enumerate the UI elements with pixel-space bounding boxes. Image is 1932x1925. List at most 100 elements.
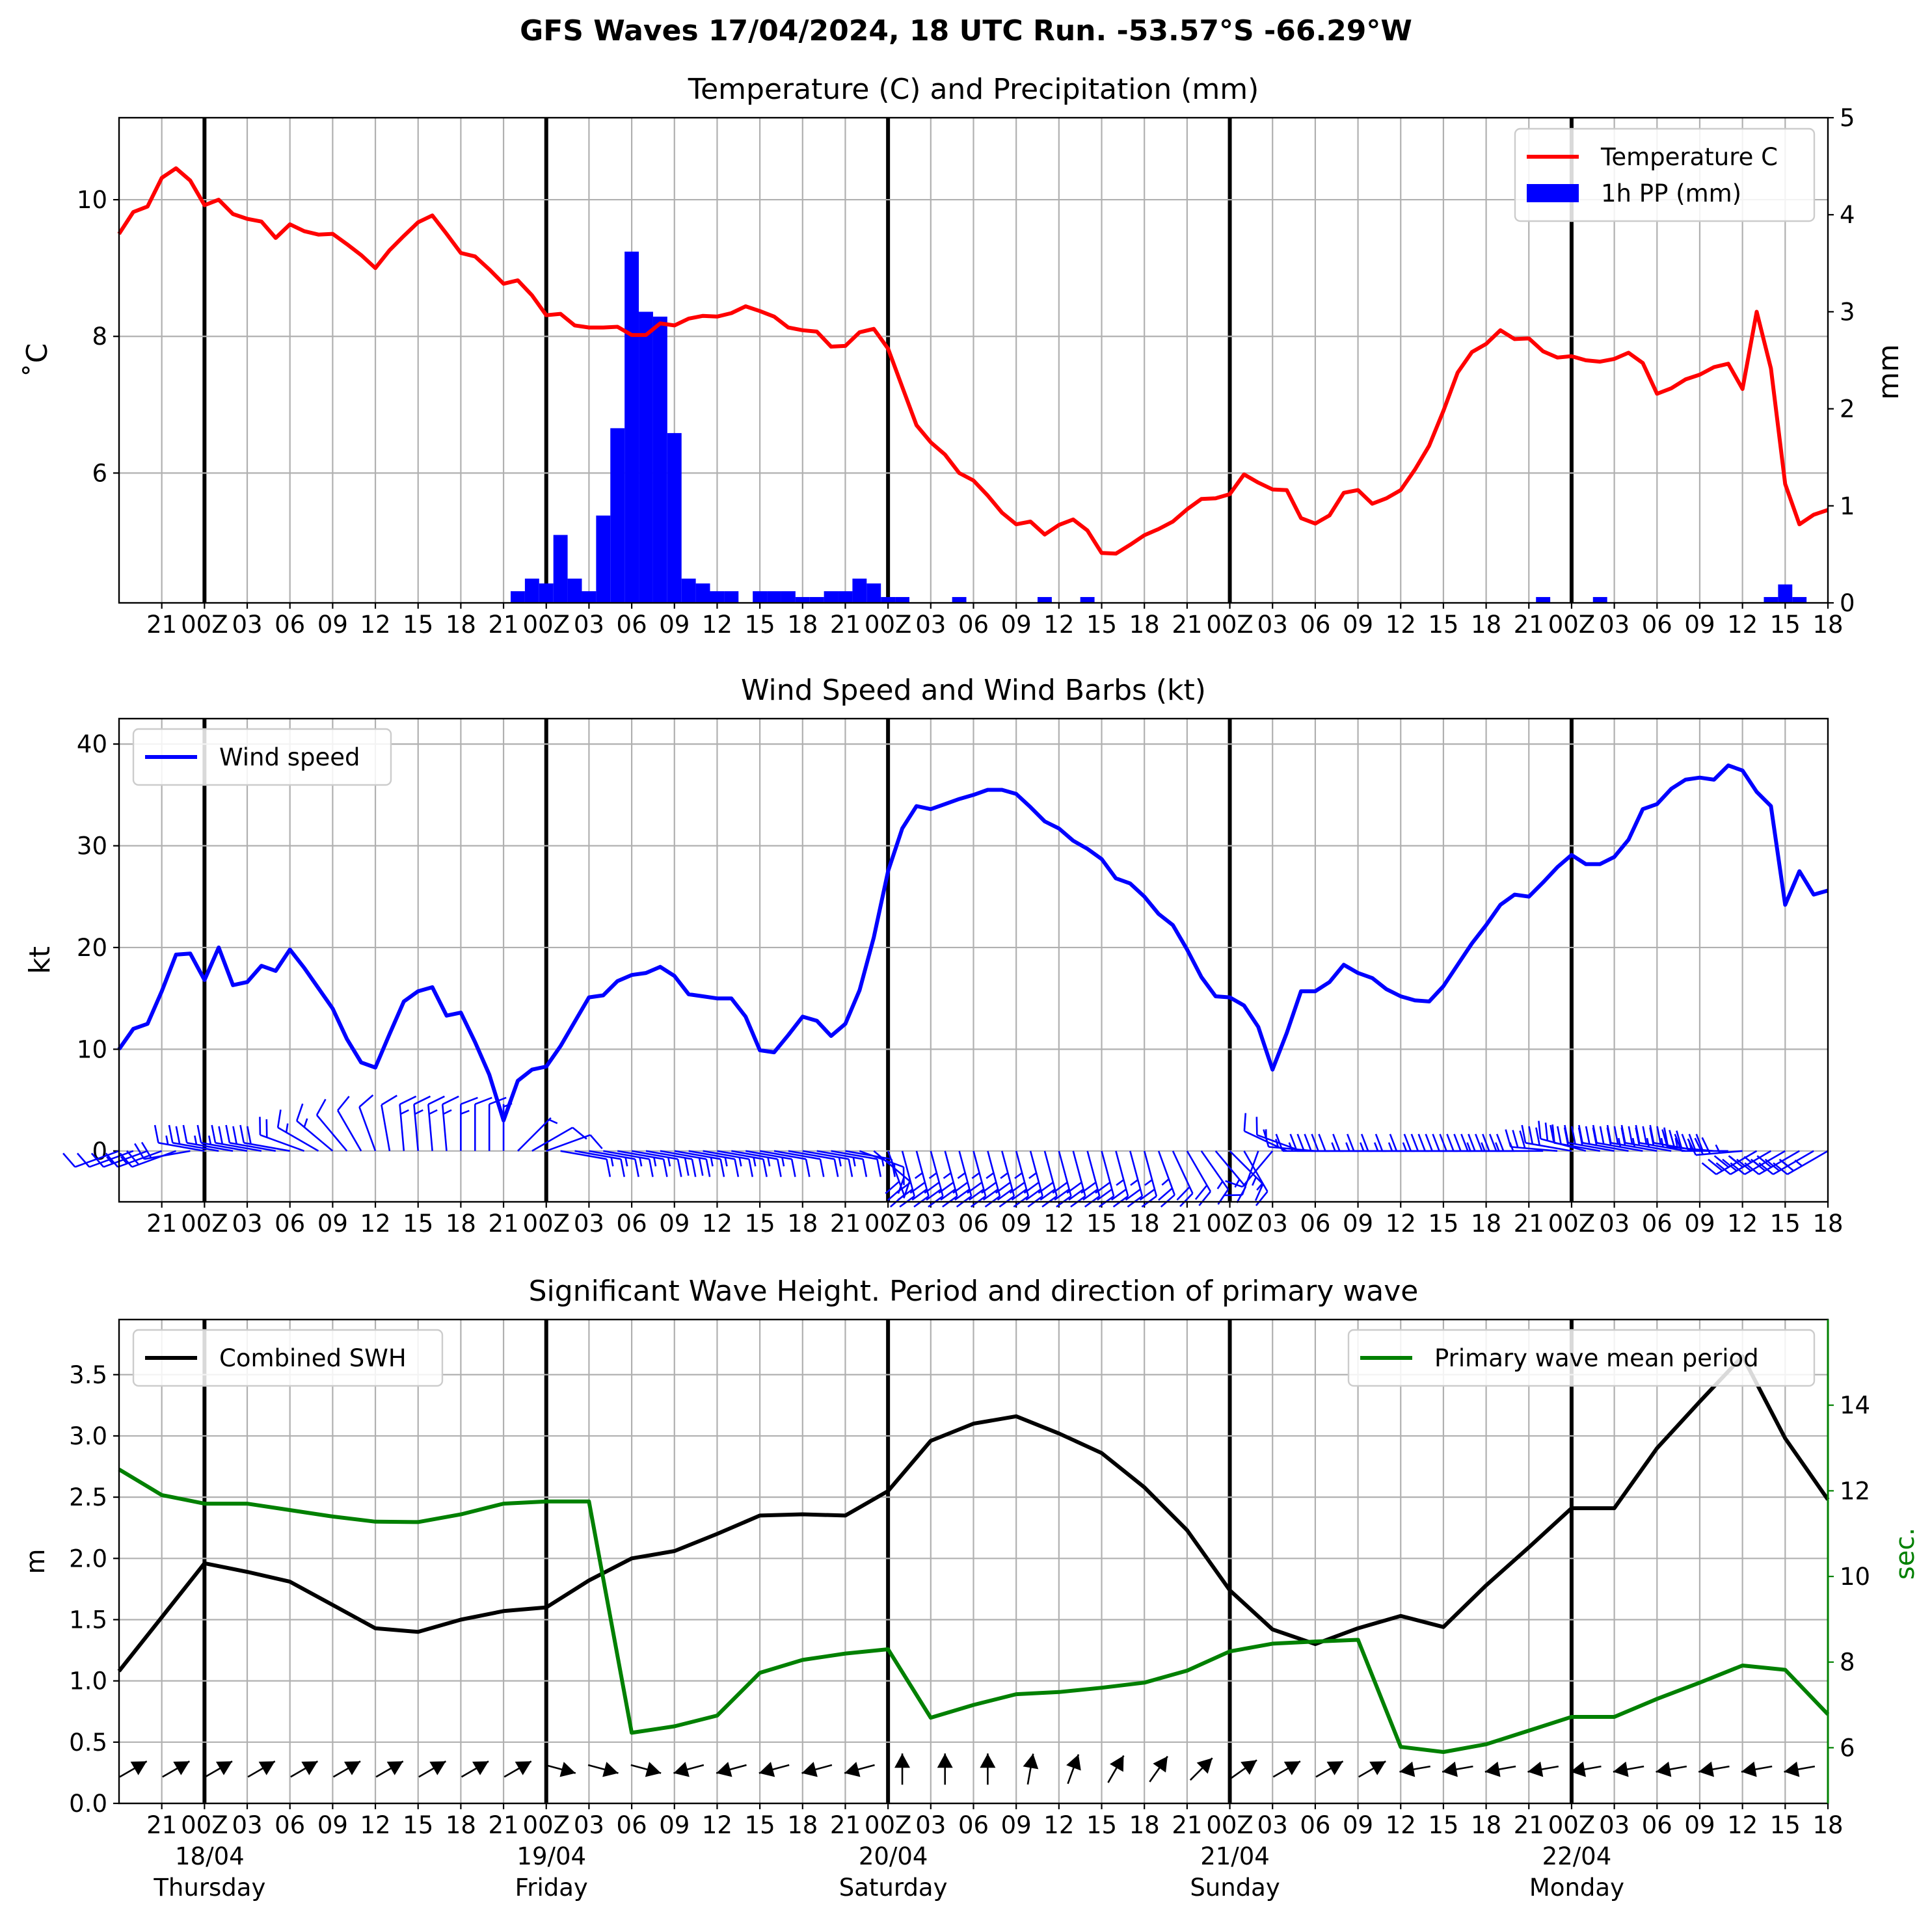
wind-barb	[967, 1151, 986, 1207]
x-tick-label: 00Z	[1548, 1811, 1595, 1839]
wind-barb-half-feather	[1633, 1138, 1635, 1147]
x-tick-label: 18	[787, 1811, 818, 1839]
wave-direction-arrow	[1741, 1762, 1772, 1777]
precip-bar	[596, 516, 610, 603]
x-tick-label: 06	[1642, 1210, 1672, 1238]
x-tick-label: 00Z	[181, 611, 228, 639]
wind-barb-half-feather	[461, 1111, 469, 1114]
y-tick-label: 20	[77, 934, 107, 962]
precip-bar	[824, 591, 839, 603]
x-tick-label: 15	[1428, 611, 1458, 639]
x-tick-label: 06	[958, 1811, 989, 1839]
precip-bar	[952, 597, 967, 603]
y-tick-label: 8	[92, 323, 107, 351]
x-tick-label: 15	[1428, 1811, 1458, 1839]
wave-direction-arrow	[1231, 1760, 1257, 1778]
wind-barb-feather	[278, 1109, 280, 1128]
wind-barb-half-feather	[839, 1158, 841, 1167]
wind-barb-feather	[1629, 1126, 1632, 1144]
wind-barb-half-feather	[1162, 1179, 1169, 1185]
arrow-head	[387, 1761, 403, 1775]
x-tick-label: 21	[830, 611, 861, 639]
x-tick-label: 00Z	[865, 1210, 911, 1238]
wind-barb-half-feather	[711, 1158, 713, 1167]
precip-bar	[610, 428, 624, 603]
day-weekday-label: Friday	[515, 1874, 588, 1902]
wind-barb	[1024, 1151, 1042, 1207]
x-tick-label: 18	[1812, 1811, 1843, 1839]
x-tick-label: 21	[146, 1811, 177, 1839]
wind-barb-half-feather	[209, 1135, 211, 1145]
wind-barb-half-feather	[853, 1158, 855, 1167]
wind-barb-feather	[1669, 1130, 1674, 1148]
wind-barb-feather	[820, 1159, 824, 1176]
wind-barb-feather	[590, 1135, 602, 1148]
y-right-tick-label: 6	[1840, 1734, 1855, 1762]
x-tick-label: 21	[146, 1210, 177, 1238]
wind-barb-half-feather	[1375, 1143, 1378, 1151]
wind-barb	[1159, 1151, 1175, 1207]
y-tick-label: 0.0	[69, 1790, 107, 1818]
wind-barb-feather	[777, 1159, 781, 1176]
y-tick-label: 1.0	[69, 1667, 107, 1695]
x-tick-label: 00Z	[865, 1811, 911, 1839]
wind-barb-feather	[607, 1159, 610, 1176]
arrow-head	[980, 1753, 995, 1768]
wind-barb-half-feather	[1795, 1160, 1802, 1166]
x-tick-label: 12	[1386, 1210, 1416, 1238]
wind-barb	[1730, 1151, 1785, 1175]
wind-barb-feather	[226, 1125, 230, 1143]
precip-bar	[568, 579, 582, 603]
arrow-head	[1023, 1754, 1039, 1770]
wind-barb-feather	[1454, 1134, 1460, 1151]
wave-direction-arrow	[673, 1762, 703, 1777]
wind-barb-feather	[240, 1125, 243, 1143]
wind-barb	[1173, 1151, 1192, 1206]
x-tick-label: 06	[1300, 611, 1330, 639]
x-tick-label: 03	[232, 1210, 262, 1238]
day-weekday-label: Saturday	[839, 1874, 948, 1902]
wind-barb-feather	[792, 1159, 795, 1176]
wind-barb-feather	[1506, 1130, 1511, 1147]
x-tick-label: 21	[1514, 1210, 1544, 1238]
arrow-head	[559, 1762, 575, 1777]
arrow-head	[1442, 1762, 1458, 1777]
wind-barb-feather	[678, 1159, 681, 1176]
precip-bar	[1536, 597, 1550, 603]
arrow-head	[1284, 1761, 1300, 1775]
wind-barb-feather	[1412, 1134, 1418, 1151]
x-tick-label: 15	[403, 1210, 433, 1238]
wind-barb-feather	[1600, 1126, 1603, 1144]
wind-barb-feather	[233, 1126, 236, 1144]
wind-barb	[1716, 1151, 1771, 1175]
x-tick-label: 06	[1300, 1811, 1330, 1839]
wind-barb	[939, 1151, 957, 1207]
wind-barb-feather	[692, 1159, 695, 1176]
precip-bar	[554, 535, 568, 603]
wind-barb-half-feather	[1389, 1143, 1392, 1151]
wind-barb-feather	[442, 1096, 459, 1104]
arrow-head	[216, 1761, 232, 1775]
x-tick-label: 03	[574, 1811, 604, 1839]
wind-barb-feather	[461, 1098, 477, 1104]
wind-barb-feather	[1461, 1134, 1468, 1151]
wave-direction-arrow	[937, 1753, 953, 1785]
wave-direction-arrow	[1442, 1762, 1473, 1777]
precip-bar	[753, 591, 767, 603]
precip-bar	[639, 312, 653, 603]
wave-direction-arrow	[631, 1762, 661, 1777]
wind-barb	[982, 1151, 1000, 1207]
x-tick-label: 21	[489, 1210, 519, 1238]
x-tick-label: 09	[1343, 1210, 1373, 1238]
x-tick-label: 09	[317, 611, 348, 639]
wind-barb	[1081, 1151, 1099, 1207]
wind-barb-feather	[1643, 1126, 1646, 1144]
x-tick-label: 00Z	[1206, 1210, 1253, 1238]
arrow-head	[1698, 1762, 1714, 1777]
wind-barb-half-feather	[626, 1158, 628, 1167]
arrow-head	[1369, 1761, 1386, 1775]
precip-bar	[667, 433, 682, 603]
x-tick-label: 00Z	[523, 1811, 570, 1839]
wind-barb-half-feather	[1744, 1157, 1751, 1163]
y-axis-label: m	[21, 1549, 51, 1574]
